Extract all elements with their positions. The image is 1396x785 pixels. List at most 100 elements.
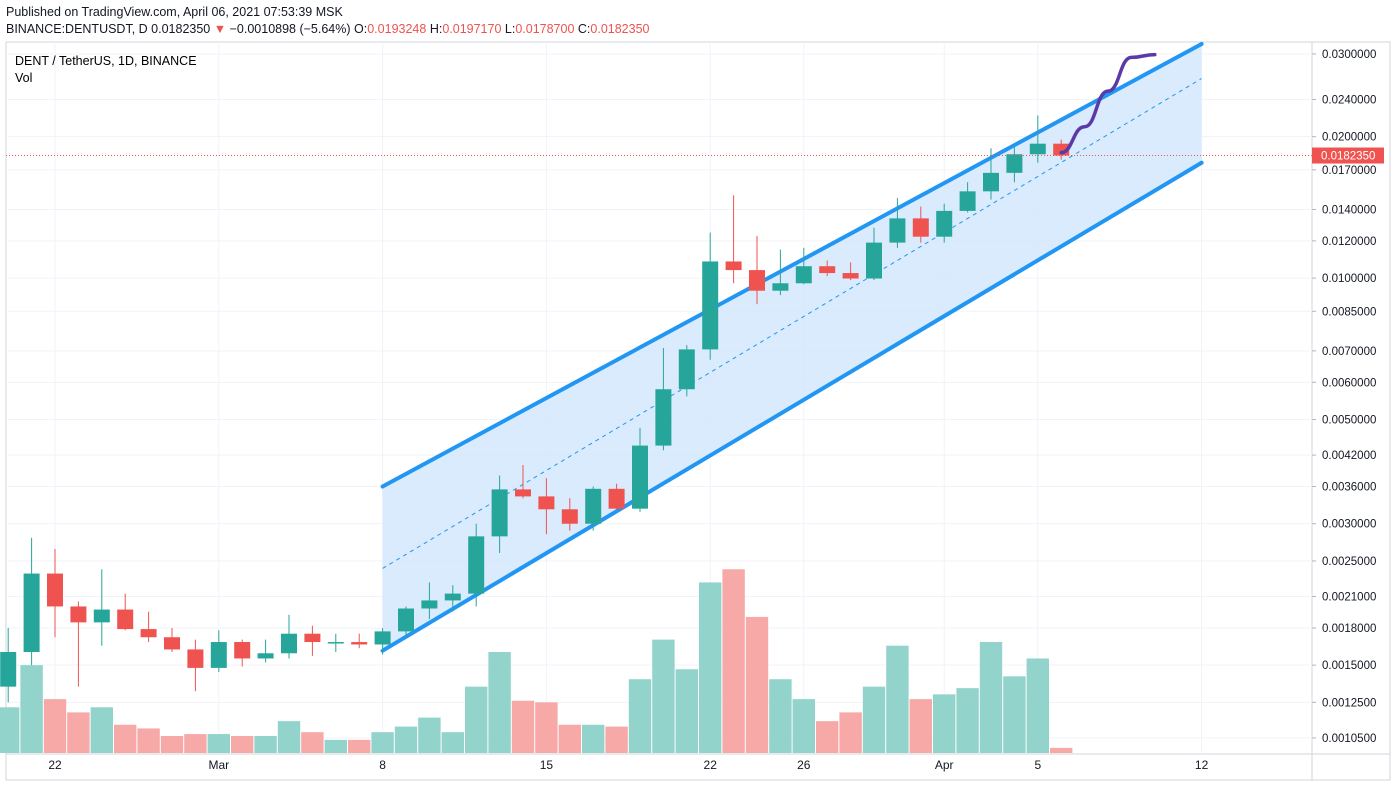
- legend-volume: Vol: [15, 71, 32, 85]
- x-tick-label: 8: [379, 758, 386, 772]
- volume-bar: [207, 734, 230, 753]
- y-tick-label: 0.0036000: [1322, 482, 1376, 494]
- candle-body: [538, 496, 555, 510]
- volume-bar: [371, 732, 394, 753]
- y-tick-label: 0.0030000: [1322, 519, 1376, 531]
- volume-bar: [67, 712, 90, 753]
- candle-body: [304, 633, 321, 643]
- volume-bar: [675, 669, 698, 753]
- x-tick-label: 12: [1195, 758, 1209, 772]
- y-tick-label: 0.0240000: [1322, 94, 1376, 106]
- candle-body: [678, 349, 695, 390]
- candle-body: [421, 600, 438, 609]
- candle-body: [327, 642, 344, 644]
- x-tick-label: 22: [48, 758, 62, 772]
- time-axis[interactable]: 22 Mar 8 15 22 26 Apr 5 12: [48, 758, 1208, 772]
- y-tick-label: 0.0012500: [1322, 697, 1376, 709]
- candle-body: [725, 261, 742, 271]
- volume-bars: [0, 569, 1073, 753]
- x-tick-label: 22: [704, 758, 718, 772]
- volume-bar: [465, 686, 488, 753]
- candle-body: [70, 606, 87, 623]
- candle-body: [866, 242, 882, 279]
- candle-body: [0, 651, 17, 687]
- candle-body: [281, 633, 297, 654]
- price-axis[interactable]: 0.0300000 0.0240000 0.0200000 0.0170000 0.01…: [1312, 49, 1384, 745]
- candle-body: [351, 642, 368, 645]
- volume-bar: [184, 734, 207, 753]
- y-tick-label: 0.0070000: [1322, 346, 1376, 358]
- candle-body: [1029, 143, 1046, 155]
- volume-bar: [90, 707, 113, 753]
- volume-bar: [535, 702, 558, 753]
- candle-body: [819, 266, 836, 274]
- x-tick-label: 15: [540, 758, 554, 772]
- volume-bar: [43, 699, 67, 753]
- candle-body: [374, 631, 391, 645]
- y-tick-label: 0.0042000: [1322, 450, 1376, 462]
- volume-bar: [605, 726, 628, 753]
- volume-bar: [488, 651, 511, 753]
- volume-bar: [699, 582, 722, 753]
- x-tick-label: 5: [1034, 758, 1041, 772]
- channel-middle-line: [382, 78, 1202, 569]
- candle-body: [23, 573, 40, 652]
- volume-bar: [792, 699, 815, 753]
- y-tick-label: 0.0050000: [1322, 415, 1376, 427]
- volume-bar: [558, 724, 581, 753]
- volume-bar: [301, 732, 324, 753]
- projection-curve[interactable]: [1059, 52, 1157, 155]
- last-price: 0.0182350: [151, 22, 211, 36]
- candle-body: [912, 218, 929, 237]
- candle-body: [561, 509, 578, 524]
- candle-body: [959, 191, 976, 211]
- parallel-channel[interactable]: [380, 42, 1204, 653]
- volume-bar: [231, 735, 254, 753]
- y-tick-label: 0.0100000: [1322, 273, 1376, 285]
- volume-bar: [137, 728, 160, 753]
- volume-bar: [933, 694, 956, 753]
- candle-body: [210, 642, 227, 668]
- legend-title: DENT / TetherUS, 1D, BINANCE: [15, 54, 197, 68]
- y-tick-label: 0.0015000: [1322, 660, 1376, 672]
- candle-body: [795, 266, 812, 284]
- volume-bar: [745, 616, 769, 753]
- volume-bar: [114, 724, 137, 753]
- volume-bar: [628, 679, 652, 753]
- volume-bar: [254, 735, 277, 753]
- y-tick-label: 0.0021000: [1322, 592, 1376, 604]
- x-tick-label: Mar: [208, 758, 229, 772]
- high-value: 0.0197170: [442, 22, 502, 36]
- open-value: 0.0193248: [367, 22, 427, 36]
- candle-body: [608, 488, 625, 509]
- candles: [0, 115, 1070, 703]
- candle-body: [889, 218, 906, 243]
- last-price-tag: [1312, 147, 1384, 164]
- volume-bar: [886, 645, 909, 753]
- volume-bar: [582, 724, 605, 753]
- candle-body: [515, 489, 531, 497]
- channel-fill: [382, 44, 1202, 651]
- volume-bar: [769, 679, 792, 753]
- y-tick-label: 0.0025000: [1322, 556, 1376, 568]
- last-price-tag-label: 0.0182350: [1321, 151, 1375, 163]
- volume-bar: [862, 686, 886, 753]
- volume-bar: [722, 569, 745, 753]
- candle-body: [117, 609, 134, 630]
- volume-bar: [394, 726, 418, 753]
- volume-bar: [160, 735, 184, 753]
- candle-body: [655, 389, 672, 446]
- x-tick-label: Apr: [935, 758, 954, 772]
- candle-body: [983, 172, 999, 192]
- y-tick-label: 0.0010500: [1322, 733, 1376, 745]
- volume-bar: [1050, 747, 1073, 753]
- y-tick-label: 0.0200000: [1322, 132, 1376, 144]
- candle-body: [936, 210, 953, 237]
- candle-body: [1006, 154, 1023, 173]
- symbol-label: BINANCE:DENTUSDT, D: [6, 22, 148, 36]
- chart-frame: [5, 41, 1391, 781]
- y-tick-label: 0.0300000: [1322, 49, 1376, 61]
- candle-body: [749, 270, 765, 291]
- channel-lower-line: [380, 160, 1204, 653]
